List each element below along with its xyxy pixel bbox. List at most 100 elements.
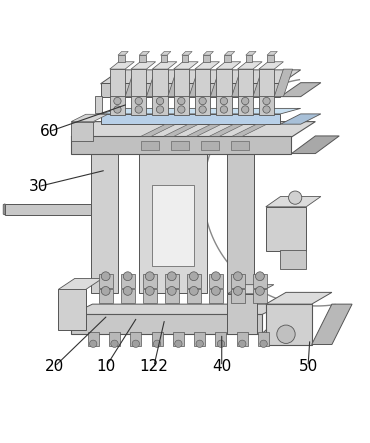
- Polygon shape: [5, 204, 91, 215]
- Bar: [141, 141, 159, 150]
- Polygon shape: [210, 69, 229, 97]
- Bar: [130, 332, 141, 346]
- Polygon shape: [168, 69, 186, 97]
- Text: 10: 10: [97, 359, 116, 374]
- Circle shape: [233, 287, 242, 295]
- Bar: [209, 274, 223, 288]
- Bar: [182, 55, 188, 62]
- Bar: [101, 83, 280, 97]
- Polygon shape: [232, 69, 250, 97]
- Bar: [215, 332, 226, 346]
- Circle shape: [242, 97, 249, 105]
- Circle shape: [135, 97, 142, 105]
- Bar: [266, 304, 312, 345]
- Circle shape: [277, 325, 295, 343]
- Polygon shape: [312, 304, 352, 345]
- Polygon shape: [246, 51, 256, 55]
- Text: 50: 50: [298, 359, 317, 374]
- Bar: [237, 332, 248, 346]
- Bar: [225, 55, 231, 62]
- Polygon shape: [274, 69, 293, 97]
- Polygon shape: [253, 69, 271, 97]
- Circle shape: [145, 272, 154, 280]
- Text: 60: 60: [40, 124, 59, 139]
- Bar: [71, 122, 93, 141]
- Bar: [131, 69, 147, 97]
- Bar: [161, 55, 167, 62]
- Polygon shape: [71, 304, 283, 315]
- Circle shape: [157, 106, 164, 113]
- Polygon shape: [101, 70, 301, 84]
- Bar: [253, 289, 267, 303]
- Circle shape: [101, 272, 110, 280]
- Polygon shape: [71, 122, 315, 137]
- Polygon shape: [118, 51, 128, 55]
- Circle shape: [167, 287, 176, 295]
- Polygon shape: [152, 62, 177, 69]
- Circle shape: [132, 340, 139, 347]
- Bar: [110, 96, 125, 115]
- Circle shape: [263, 106, 270, 113]
- Bar: [173, 332, 184, 346]
- Polygon shape: [141, 124, 175, 136]
- Polygon shape: [161, 51, 171, 55]
- Circle shape: [178, 97, 185, 105]
- Bar: [91, 154, 118, 293]
- Bar: [165, 274, 179, 288]
- Polygon shape: [266, 292, 332, 304]
- Circle shape: [101, 287, 110, 295]
- Bar: [165, 289, 179, 303]
- Bar: [88, 332, 99, 346]
- Circle shape: [154, 340, 161, 347]
- Bar: [121, 289, 135, 303]
- Bar: [267, 55, 274, 62]
- Bar: [238, 96, 253, 115]
- Bar: [152, 96, 168, 115]
- Circle shape: [111, 340, 118, 347]
- Circle shape: [220, 97, 228, 105]
- Polygon shape: [225, 51, 235, 55]
- Polygon shape: [266, 197, 321, 207]
- Bar: [209, 289, 223, 303]
- Text: 30: 30: [28, 179, 48, 194]
- Polygon shape: [147, 69, 165, 97]
- Polygon shape: [232, 124, 266, 136]
- Circle shape: [211, 287, 220, 295]
- Bar: [231, 289, 245, 303]
- Bar: [71, 315, 262, 334]
- Circle shape: [189, 272, 198, 280]
- Text: 20: 20: [45, 359, 64, 374]
- Circle shape: [239, 340, 246, 347]
- Bar: [195, 96, 210, 115]
- Bar: [152, 69, 168, 97]
- Text: 122: 122: [139, 359, 168, 374]
- Polygon shape: [164, 124, 198, 136]
- Bar: [201, 141, 219, 150]
- Bar: [259, 69, 274, 97]
- Bar: [203, 55, 210, 62]
- Circle shape: [199, 97, 206, 105]
- Bar: [99, 274, 112, 288]
- Bar: [95, 96, 102, 113]
- Polygon shape: [189, 69, 208, 97]
- Bar: [195, 69, 210, 97]
- Polygon shape: [280, 114, 321, 124]
- Circle shape: [233, 272, 242, 280]
- Text: 40: 40: [212, 359, 231, 374]
- Polygon shape: [3, 204, 5, 215]
- Polygon shape: [203, 51, 213, 55]
- Bar: [109, 332, 120, 346]
- Bar: [280, 250, 306, 269]
- Bar: [174, 69, 189, 97]
- Bar: [266, 207, 306, 251]
- Polygon shape: [71, 114, 108, 122]
- Polygon shape: [195, 62, 219, 69]
- Bar: [187, 274, 201, 288]
- Bar: [143, 289, 157, 303]
- Polygon shape: [292, 136, 339, 154]
- Polygon shape: [131, 62, 156, 69]
- Bar: [259, 96, 274, 115]
- Polygon shape: [209, 124, 243, 136]
- Bar: [58, 289, 86, 330]
- Bar: [139, 55, 146, 62]
